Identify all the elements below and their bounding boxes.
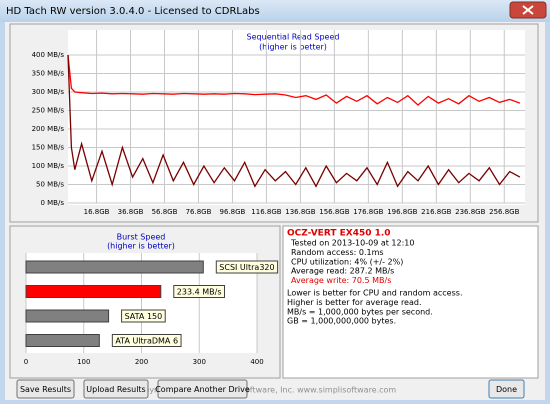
x-tick-label: 400 bbox=[250, 358, 263, 366]
data-line bbox=[67, 54, 521, 106]
read-plot bbox=[68, 30, 525, 205]
x-tick-label: 136.8GB bbox=[285, 208, 315, 216]
x-tick-label: 236.8GB bbox=[455, 208, 485, 216]
info-line: CPU utilization: 4% (+/- 2%) bbox=[291, 257, 403, 266]
y-tick-label: 0 MB/s bbox=[40, 199, 64, 207]
x-tick-label: 300 bbox=[193, 358, 206, 366]
info-line: Average read: 287.2 MB/s bbox=[291, 267, 394, 276]
bar-label-box bbox=[215, 260, 279, 274]
x-tick-label: 100 bbox=[77, 358, 90, 366]
button[interactable] bbox=[157, 379, 248, 399]
y-tick-label: 100 MB/s bbox=[32, 162, 65, 170]
copyright: Copyright (C) 2004 Simpli Software, Inc.… bbox=[134, 386, 397, 395]
bar bbox=[25, 309, 110, 323]
info-note: GB = 1,000,000,000 bytes. bbox=[287, 317, 396, 326]
y-tick-label: 150 MB/s bbox=[32, 144, 65, 152]
bar-label-box bbox=[173, 285, 225, 298]
bar bbox=[25, 285, 162, 298]
bar-label: ATA UltraDMA 6 bbox=[115, 337, 178, 346]
x-tick-label: 216.8GB bbox=[421, 208, 451, 216]
info-line: Average write: 70.5 MB/s bbox=[291, 276, 391, 285]
button-label[interactable]: Upload Results bbox=[86, 385, 145, 394]
chart-title: Sequential Read Speed bbox=[247, 33, 340, 42]
y-tick-label: 200 MB/s bbox=[32, 125, 65, 133]
data-line bbox=[67, 54, 521, 188]
close-button[interactable] bbox=[509, 1, 547, 19]
x-tick-label: 176.8GB bbox=[353, 208, 383, 216]
x-tick-label: 16.8GB bbox=[84, 208, 110, 216]
info-panel bbox=[282, 225, 539, 379]
bar bbox=[25, 334, 100, 347]
button-label[interactable]: Done bbox=[496, 385, 517, 394]
bar-label: 233.4 MB/s bbox=[177, 288, 222, 297]
x-tick-label: 116.8GB bbox=[251, 208, 281, 216]
bar-label-box bbox=[111, 334, 182, 347]
x-tick-label: 56.8GB bbox=[152, 208, 178, 216]
x-tick-label: 76.8GB bbox=[186, 208, 212, 216]
x-tick-label: 196.8GB bbox=[387, 208, 417, 216]
x-tick-label: 0 bbox=[24, 358, 28, 366]
y-tick-label: 350 MB/s bbox=[32, 70, 65, 78]
bar-label-box bbox=[121, 309, 166, 323]
y-tick-label: 400 MB/s bbox=[32, 51, 65, 59]
button[interactable] bbox=[16, 379, 75, 399]
y-tick-label: 300 MB/s bbox=[32, 88, 65, 96]
chart-subtitle: (higher is better) bbox=[259, 43, 327, 52]
x-tick-label: 256.8GB bbox=[489, 208, 519, 216]
info-line: Random access: 0.1ms bbox=[291, 248, 384, 257]
button[interactable] bbox=[83, 379, 149, 399]
info-note: Higher is better for average read. bbox=[287, 298, 422, 307]
button-label[interactable]: Compare Another Drive bbox=[155, 385, 250, 394]
x-tick-label: 96.8GB bbox=[220, 208, 246, 216]
y-tick-label: 50 MB/s bbox=[36, 181, 64, 189]
x-tick-label: 36.8GB bbox=[118, 208, 144, 216]
window-title: HD Tach RW version 3.0.4.0 - Licensed to… bbox=[6, 6, 260, 17]
x-tick-label: 200 bbox=[135, 358, 148, 366]
button[interactable] bbox=[488, 379, 525, 399]
drive-name: OCZ-VERT EX450 1.0 bbox=[287, 229, 391, 239]
chart-title: Burst Speed bbox=[117, 233, 166, 242]
button-label[interactable]: Save Results bbox=[20, 385, 71, 394]
bar-label: SATA 150 bbox=[125, 312, 163, 321]
info-line: Tested on 2013-10-09 at 12:10 bbox=[290, 239, 414, 248]
bar bbox=[25, 260, 204, 274]
bar-label: SCSI Ultra320 bbox=[219, 263, 274, 272]
chart-subtitle: (higher is better) bbox=[107, 242, 175, 251]
x-tick-label: 156.8GB bbox=[319, 208, 349, 216]
y-tick-label: 250 MB/s bbox=[32, 107, 65, 115]
info-note: Lower is better for CPU and random acces… bbox=[287, 289, 462, 298]
info-note: MB/s = 1,000,000 bytes per second. bbox=[287, 307, 433, 316]
title-bar bbox=[0, 0, 550, 22]
